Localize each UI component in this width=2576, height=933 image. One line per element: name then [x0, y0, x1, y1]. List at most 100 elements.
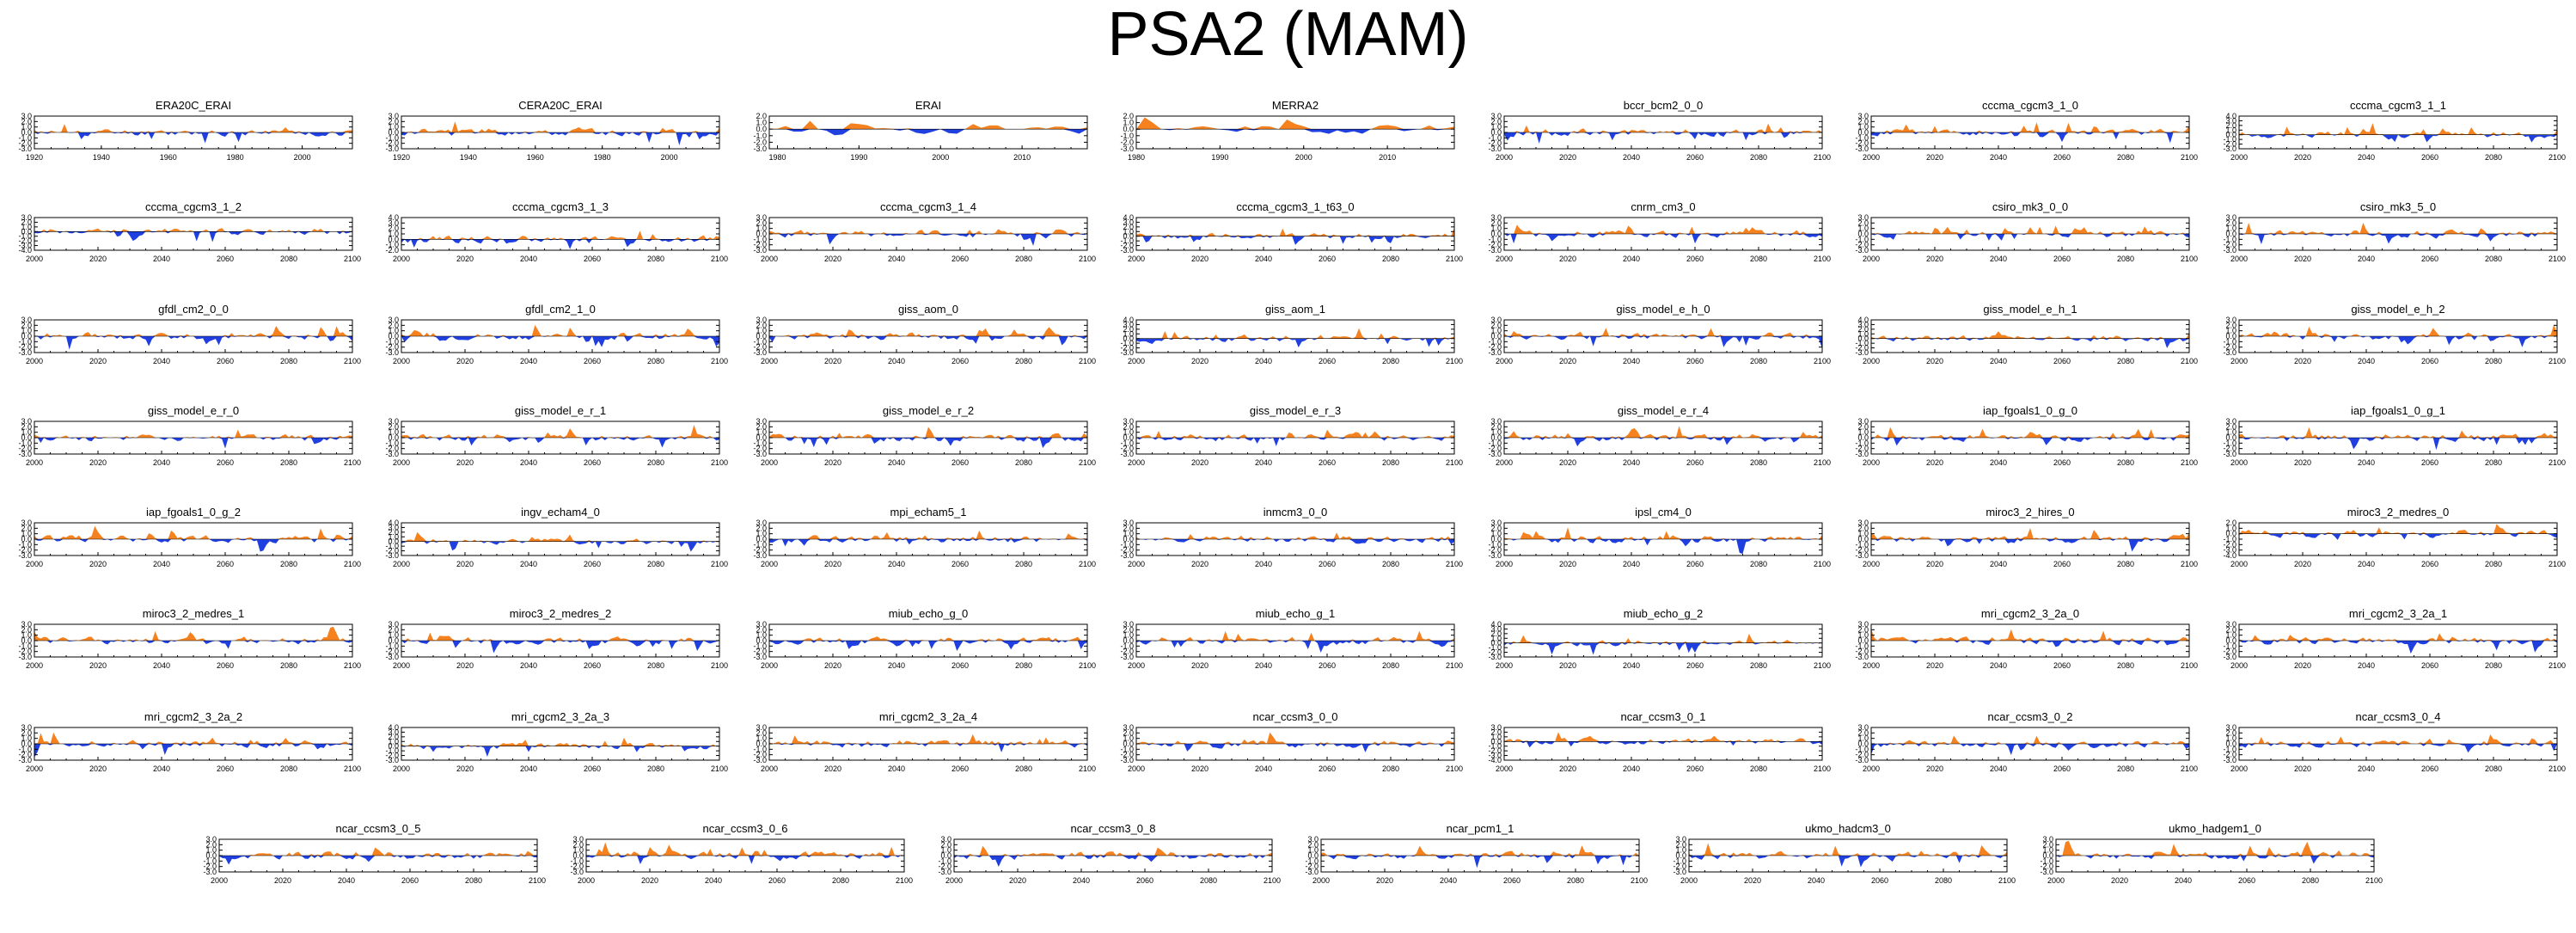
y-tick-label: -2.0: [1855, 139, 1869, 148]
y-tick-label: -2.0: [18, 751, 32, 759]
y-tick-label: 1.0: [2225, 224, 2236, 233]
positive-area: [954, 845, 1272, 856]
y-tick-label: -2.0: [18, 343, 32, 352]
x-tick-label: 2010: [1013, 153, 1031, 162]
positive-area: [1504, 732, 1822, 742]
x-tick-label: 2020: [456, 357, 474, 365]
negative-area: [401, 438, 719, 448]
y-tick-label: -2.0: [385, 445, 399, 453]
x-tick-label: 2000: [932, 153, 949, 162]
y-tick-label: 3.0: [388, 417, 399, 426]
y-tick-label: 3.0: [756, 417, 767, 426]
y-tick-label: 3.0: [1490, 316, 1502, 324]
x-tick-label: 2100: [1814, 357, 1831, 365]
y-tick-label: -3.0: [2223, 756, 2236, 764]
x-tick-label: 1980: [594, 153, 611, 162]
y-tick-label: 2.0: [2225, 218, 2236, 227]
panel-title: gfdl_cm2_0_0: [158, 303, 229, 316]
y-tick-label: 3.0: [1857, 213, 1869, 222]
y-tick-label: 1.0: [1490, 123, 1502, 132]
y-tick-label: -2.0: [1488, 746, 1502, 755]
x-tick-label: 2100: [344, 661, 361, 670]
panel-bccr_bcm2_0_0: bccr_bcm2_0_0 3.02.01.00.0-1.0-2.0-3.0200…: [1488, 99, 1831, 162]
y-tick-label: -2.0: [753, 343, 767, 352]
y-tick-label: -3.0: [753, 756, 767, 764]
x-tick-label: 2000: [1680, 876, 1698, 885]
y-tick-label: 1.0: [1123, 227, 1134, 236]
panel-title: iap_fgoals1_0_g_1: [2351, 404, 2445, 417]
y-tick-label: 2.0: [2042, 840, 2053, 849]
x-tick-label: 2000: [26, 661, 43, 670]
x-tick-label: 2100: [344, 255, 361, 263]
x-tick-label: 2020: [2294, 255, 2311, 263]
x-tick-label: 2080: [1382, 255, 1399, 263]
positive-area: [1871, 427, 2189, 438]
panel-miub_echo_g_0: miub_echo_g_0 3.02.01.00.0-1.0-2.0-3.0200…: [753, 607, 1096, 670]
x-tick-label: 2080: [2302, 876, 2319, 885]
y-tick-label: 2.0: [1123, 223, 1134, 231]
y-tick-label: -2.0: [1488, 648, 1502, 657]
negative-area: [1504, 642, 1822, 655]
y-tick-label: 1.0: [1857, 329, 1869, 338]
panel-title: mri_cgcm2_3_2a_2: [144, 710, 242, 723]
positive-area: [769, 120, 1087, 130]
y-tick-label: 0.0: [2225, 433, 2236, 442]
x-tick-label: 1940: [93, 153, 110, 162]
panel-gfdl_cm2_0_0: gfdl_cm2_0_0 3.02.01.00.0-1.0-2.0-3.02000…: [18, 303, 361, 365]
x-tick-label: 2000: [211, 876, 228, 885]
x-tick-label: 2020: [1191, 560, 1208, 568]
y-tick-label: -2.0: [1855, 344, 1869, 353]
y-tick-label: 0.0: [388, 433, 399, 442]
y-tick-label: -1.0: [1305, 856, 1319, 865]
positive-area: [1871, 331, 2189, 339]
x-tick-label: 2100: [529, 876, 546, 885]
y-tick-label: 1.0: [2042, 846, 2053, 855]
panel-ncar_ccsm3_0_2: ncar_ccsm3_0_23.02.01.00.0-1.0-2.0-3.020…: [1855, 710, 2198, 773]
negative-area: [769, 438, 1087, 449]
panel-title: miub_echo_g_0: [889, 607, 969, 620]
x-tick-label: 2040: [520, 661, 537, 670]
y-tick-label: -1.0: [570, 856, 584, 865]
y-tick-label: 3.0: [1857, 320, 1869, 328]
y-tick-label: 3.0: [1123, 723, 1134, 732]
positive-area: [34, 325, 352, 336]
y-tick-label: 2.0: [756, 422, 767, 431]
panel-title: giss_aom_1: [1265, 303, 1325, 316]
x-tick-label: 2040: [1623, 357, 1640, 365]
x-tick-label: 2040: [520, 560, 537, 568]
y-tick-label: 3.0: [1123, 417, 1134, 426]
y-tick-label: 1.0: [2225, 327, 2236, 335]
x-tick-label: 2020: [1191, 661, 1208, 670]
negative-area: [34, 641, 352, 649]
x-tick-label: 2020: [89, 255, 107, 263]
negative-area: [1136, 641, 1454, 653]
x-tick-label: 2020: [1559, 153, 1576, 162]
panel-miub_echo_g_2: miub_echo_g_2 4.03.02.01.00.0-1.0-2.0-3.0…: [1488, 607, 1831, 670]
x-tick-label: 2020: [274, 876, 291, 885]
y-tick-label: 3.0: [572, 835, 584, 844]
x-tick-label: 2020: [2294, 458, 2311, 467]
x-tick-label: 2080: [2485, 560, 2502, 568]
positive-area: [401, 531, 719, 542]
x-tick-label: 2080: [832, 876, 849, 885]
x-tick-label: 2100: [344, 560, 361, 568]
x-tick-label: 2040: [888, 764, 905, 773]
x-tick-label: 2020: [641, 876, 658, 885]
negative-area: [401, 541, 719, 552]
y-tick-label: -2.0: [1120, 344, 1134, 353]
x-tick-label: 2080: [1015, 458, 1032, 467]
x-tick-label: 2040: [2175, 876, 2192, 885]
x-tick-label: 2100: [1079, 661, 1096, 670]
y-tick-label: 2.0: [2225, 625, 2236, 634]
y-tick-label: 1.0: [1857, 530, 1869, 538]
negative-area: [1871, 641, 2189, 648]
panel-title: csiro_mk3_0_0: [1992, 200, 2068, 213]
y-tick-label: -1.0: [1120, 641, 1134, 650]
x-tick-label: 2080: [1015, 357, 1032, 365]
negative-area: [401, 239, 719, 249]
y-tick-label: -3.0: [1305, 868, 1319, 876]
x-tick-label: 2060: [1319, 255, 1336, 263]
y-tick-label: 1.0: [21, 530, 32, 538]
x-tick-label: 2020: [1926, 661, 1943, 670]
